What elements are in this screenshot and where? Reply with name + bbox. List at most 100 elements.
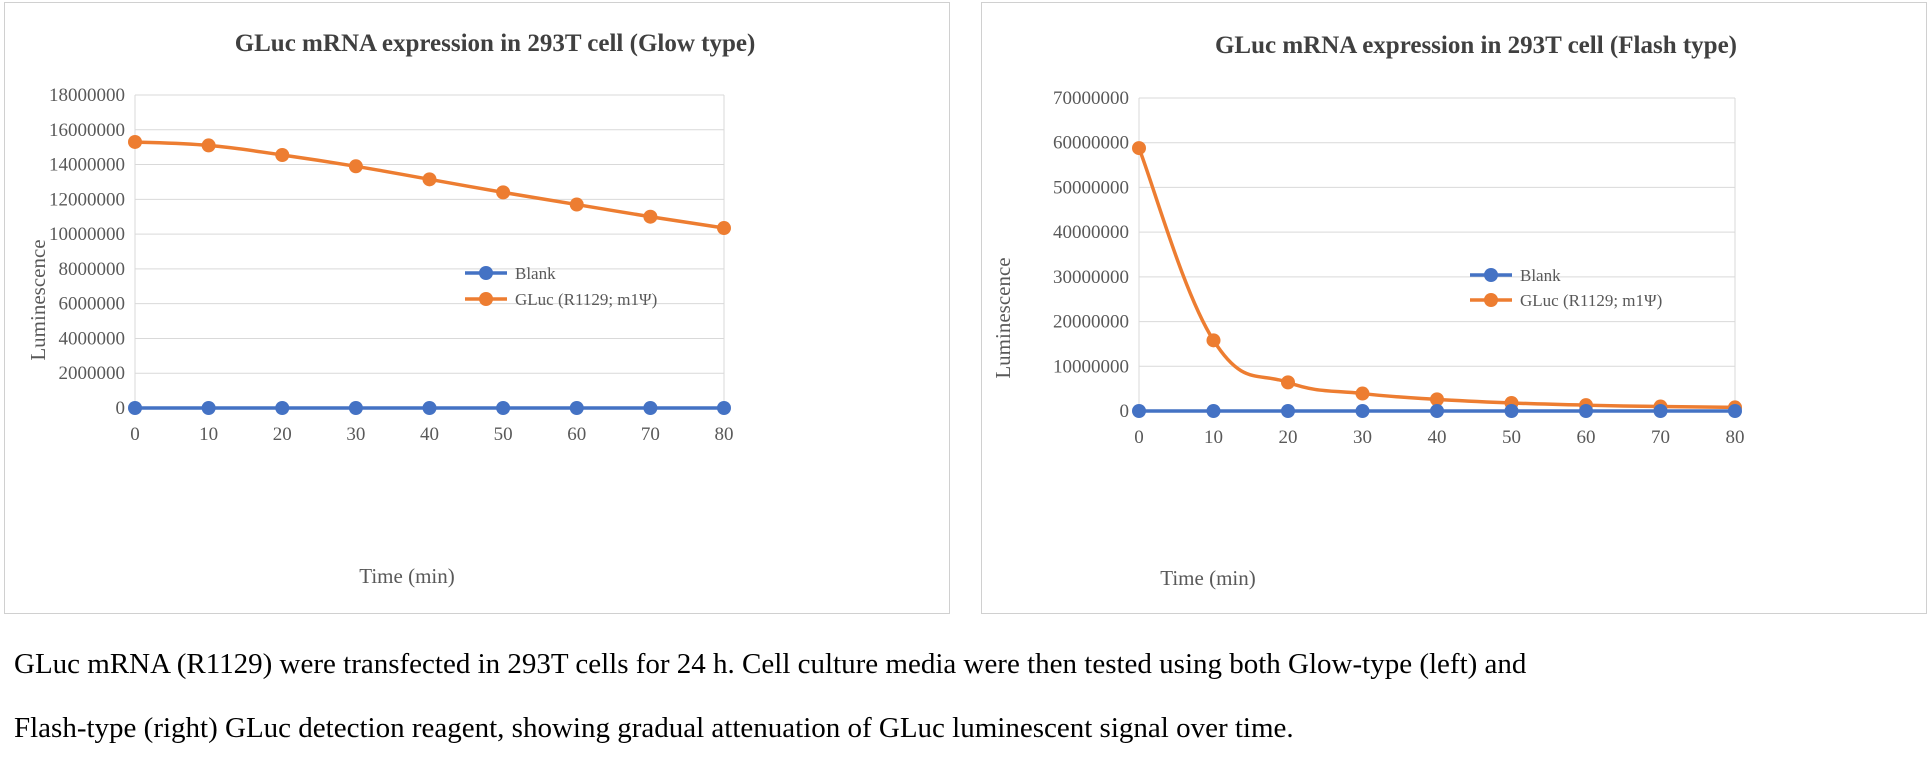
x-tick-label: 80: [1726, 427, 1745, 448]
legend: Blank GLuc (R1129; m1Ψ): [1470, 266, 1662, 310]
data-point: [128, 134, 142, 149]
data-point: [717, 221, 731, 236]
gridlines: [134, 94, 725, 409]
series-gluc: [1132, 141, 1742, 415]
y-tick-label: 10000000: [49, 224, 125, 245]
series-blank: [1132, 404, 1742, 418]
data-point: [348, 159, 363, 174]
data-point: [496, 185, 511, 200]
data-point: [1281, 404, 1295, 418]
data-point: [496, 401, 511, 415]
x-tick-label: 60: [1577, 427, 1596, 448]
y-tick-label: 8000000: [59, 259, 126, 280]
chart-title: GLuc mRNA expression in 293T cell (Glow …: [235, 30, 756, 57]
x-tick-label: 50: [1502, 427, 1521, 448]
y-tick-label: 0: [1120, 401, 1130, 422]
y-axis: 0 2000000 4000000 6000000 8000000 10000000 120…: [49, 85, 125, 419]
x-tick-label: 70: [1651, 427, 1670, 448]
legend-item: GLuc (R1129; m1Ψ): [1470, 291, 1662, 310]
data-point: [1430, 392, 1444, 407]
data-point: [1653, 404, 1668, 418]
x-tick-label: 0: [130, 424, 140, 445]
x-tick-label: 10: [199, 424, 218, 445]
legend-label: Blank: [515, 264, 556, 283]
data-point: [1579, 404, 1593, 418]
data-point: [201, 138, 216, 153]
caption-line-2: Flash-type (right) GLuc detection reagen…: [14, 712, 1294, 744]
legend-swatch-marker: [1484, 293, 1498, 307]
data-point: [1504, 404, 1519, 418]
data-point: [422, 401, 437, 415]
chart-flash: GLuc mRNA expression in 293T cell (Flash…: [991, 32, 1745, 590]
x-tick-label: 20: [1279, 427, 1298, 448]
x-tick-label: 20: [273, 424, 292, 445]
caption-line-1: GLuc mRNA (R1129) were transfected in 29…: [14, 648, 1527, 680]
data-point: [1206, 404, 1221, 418]
y-axis-title: Luminescence: [991, 257, 1015, 378]
y-tick-label: 50000000: [1053, 177, 1129, 198]
y-tick-label: 6000000: [59, 294, 126, 315]
y-tick-label: 0: [116, 398, 126, 419]
data-point: [1728, 404, 1742, 418]
figure-caption: GLuc mRNA (R1129) were transfected in 29…: [14, 632, 1919, 760]
legend-item: Blank: [1470, 266, 1561, 285]
y-axis: 0 10000000 20000000 30000000 40000000 5000000…: [1053, 88, 1129, 422]
data-point: [201, 401, 216, 415]
legend-swatch-marker: [1484, 268, 1498, 282]
chart-glow: GLuc mRNA expression in 293T cell (Glow …: [26, 30, 756, 588]
data-point: [275, 401, 290, 415]
series-blank: [128, 401, 731, 415]
y-axis-title: Luminescence: [26, 239, 50, 360]
y-tick-label: 2000000: [59, 363, 126, 384]
legend-label: Blank: [1520, 266, 1561, 285]
x-tick-label: 60: [567, 424, 586, 445]
x-tick-label: 0: [1134, 427, 1144, 448]
x-axis-title: Time (min): [359, 564, 454, 588]
data-point: [275, 147, 290, 162]
legend-swatch-marker: [479, 266, 493, 280]
x-tick-label: 40: [420, 424, 439, 445]
y-tick-label: 40000000: [1053, 222, 1129, 243]
data-point: [643, 209, 658, 224]
data-point: [1281, 375, 1295, 390]
legend-label: GLuc (R1129; m1Ψ): [1520, 291, 1662, 310]
x-tick-label: 80: [715, 424, 734, 445]
y-tick-label: 14000000: [49, 155, 125, 176]
y-tick-label: 12000000: [49, 189, 125, 210]
y-tick-label: 20000000: [1053, 312, 1129, 333]
data-point: [643, 401, 658, 415]
data-point: [422, 172, 437, 187]
y-tick-label: 4000000: [59, 328, 126, 349]
data-point: [1355, 386, 1370, 401]
y-tick-label: 16000000: [49, 120, 125, 141]
data-point: [128, 401, 142, 415]
legend: Blank GLuc (R1129; m1Ψ): [465, 264, 657, 309]
x-tick-label: 70: [641, 424, 660, 445]
data-point: [348, 401, 363, 415]
legend-item: GLuc (R1129; m1Ψ): [465, 290, 657, 309]
chart-panel-flash: GLuc mRNA expression in 293T cell (Flash…: [981, 2, 1927, 614]
legend-label: GLuc (R1129; m1Ψ): [515, 290, 657, 309]
y-tick-label: 30000000: [1053, 267, 1129, 288]
gridlines: [1138, 97, 1736, 412]
y-tick-label: 10000000: [1053, 356, 1129, 377]
data-point: [569, 197, 584, 212]
chart-panel-glow: GLuc mRNA expression in 293T cell (Glow …: [4, 2, 950, 614]
chart-title: GLuc mRNA expression in 293T cell (Flash…: [1215, 32, 1737, 59]
data-point: [1430, 404, 1444, 418]
data-point: [1132, 404, 1146, 418]
legend-item: Blank: [465, 264, 556, 283]
x-tick-label: 10: [1204, 427, 1223, 448]
y-tick-label: 60000000: [1053, 133, 1129, 154]
x-tick-label: 50: [494, 424, 513, 445]
x-axis: 0 10 20 30 40 50 60 70 80: [1134, 427, 1744, 448]
data-point: [1206, 333, 1221, 348]
data-point: [717, 401, 731, 415]
data-point: [1355, 404, 1370, 418]
legend-swatch-marker: [479, 292, 493, 306]
x-tick-label: 30: [346, 424, 365, 445]
data-point: [569, 401, 584, 415]
data-point: [1132, 141, 1146, 156]
x-tick-label: 40: [1428, 427, 1447, 448]
x-tick-label: 30: [1353, 427, 1372, 448]
